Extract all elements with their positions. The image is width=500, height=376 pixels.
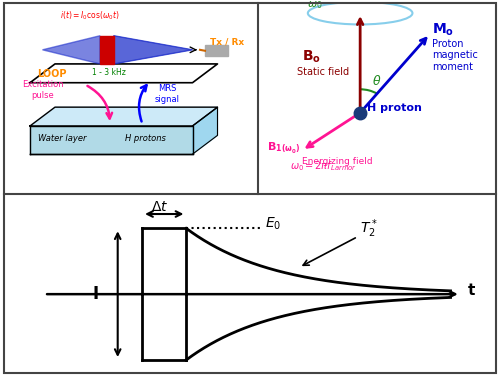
Polygon shape bbox=[30, 64, 218, 83]
Text: LOOP: LOOP bbox=[38, 69, 67, 79]
Text: Water layer: Water layer bbox=[38, 134, 86, 143]
Text: $\mathbf{B_{1(\omega_0)}}$: $\mathbf{B_{1(\omega_0)}}$ bbox=[267, 141, 300, 155]
Text: $\omega_0=2\pi f_{Larmor}$: $\omega_0=2\pi f_{Larmor}$ bbox=[290, 159, 358, 173]
Polygon shape bbox=[42, 36, 100, 64]
Polygon shape bbox=[114, 36, 192, 64]
Text: magnetic: magnetic bbox=[432, 50, 478, 60]
Text: Proton: Proton bbox=[432, 39, 464, 49]
Text: H proton: H proton bbox=[367, 103, 422, 113]
Text: MRS
signal: MRS signal bbox=[155, 84, 180, 103]
Text: $\theta$: $\theta$ bbox=[372, 74, 381, 88]
Text: moment: moment bbox=[432, 62, 473, 71]
Text: $E_0$: $E_0$ bbox=[264, 215, 281, 232]
Text: $\omega_0$: $\omega_0$ bbox=[306, 0, 322, 11]
Text: t: t bbox=[468, 283, 475, 298]
Polygon shape bbox=[30, 107, 218, 126]
Polygon shape bbox=[192, 107, 218, 154]
Text: $T_2^*$: $T_2^*$ bbox=[360, 217, 378, 240]
Text: 1 - 3 kHz: 1 - 3 kHz bbox=[92, 68, 126, 77]
Text: H protons: H protons bbox=[125, 134, 166, 143]
Bar bbox=[100, 36, 114, 64]
Text: $\mathbf{B_o}$: $\mathbf{B_o}$ bbox=[302, 48, 321, 65]
Polygon shape bbox=[30, 126, 192, 154]
Text: Static field: Static field bbox=[298, 67, 350, 77]
Text: Energizing field: Energizing field bbox=[302, 156, 372, 165]
Text: $i(t)= I_0 \cos(\omega_0 t)$: $i(t)= I_0 \cos(\omega_0 t)$ bbox=[60, 10, 120, 22]
Text: Tx / Rx: Tx / Rx bbox=[210, 37, 244, 46]
Text: I: I bbox=[92, 285, 98, 303]
Text: $\mathbf{M_o}$: $\mathbf{M_o}$ bbox=[432, 22, 454, 38]
Text: $\Delta t$: $\Delta t$ bbox=[150, 200, 168, 214]
Text: Excitation
pulse: Excitation pulse bbox=[22, 80, 64, 100]
Bar bbox=[205, 45, 228, 56]
